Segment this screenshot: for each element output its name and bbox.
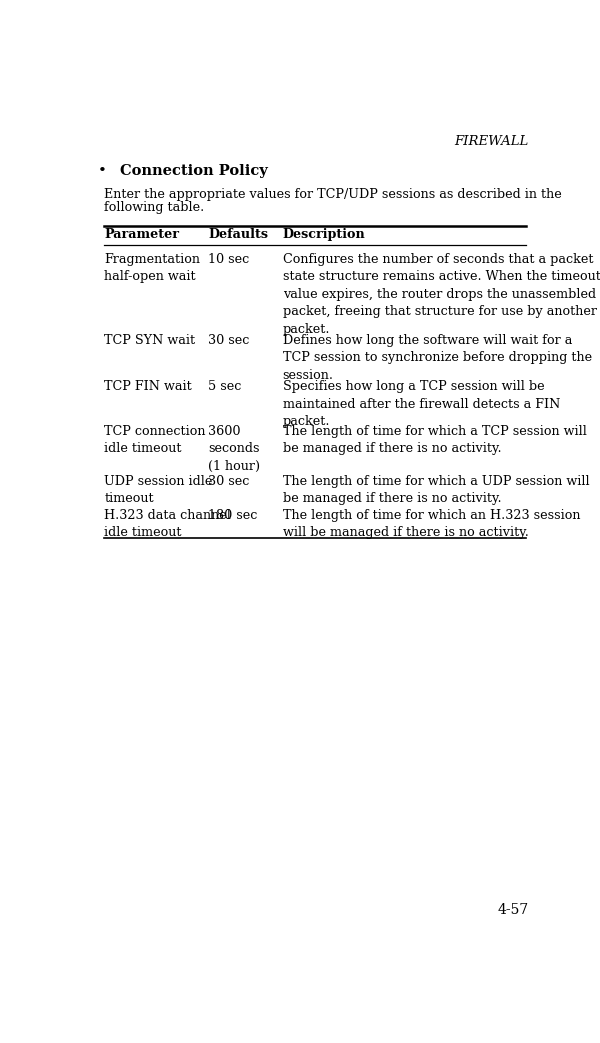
Text: Enter the appropriate values for TCP/UDP sessions as described in the: Enter the appropriate values for TCP/UDP…: [104, 188, 562, 200]
Text: TCP SYN wait: TCP SYN wait: [104, 334, 196, 347]
Text: Defaults: Defaults: [208, 228, 268, 241]
Text: Configures the number of seconds that a packet
state structure remains active. W: Configures the number of seconds that a …: [283, 253, 600, 336]
Text: FIREWALL: FIREWALL: [454, 136, 529, 148]
Text: 4-57: 4-57: [497, 903, 529, 918]
Text: The length of time for which an H.323 session
will be managed if there is no act: The length of time for which an H.323 se…: [283, 509, 580, 539]
Text: Connection Policy: Connection Policy: [120, 165, 268, 178]
Text: The length of time for which a TCP session will
be managed if there is no activi: The length of time for which a TCP sessi…: [283, 425, 587, 455]
Text: 30 sec: 30 sec: [208, 475, 250, 488]
Text: TCP FIN wait: TCP FIN wait: [104, 380, 192, 393]
Text: 5 sec: 5 sec: [208, 380, 242, 393]
Text: following table.: following table.: [104, 201, 205, 214]
Text: •: •: [98, 165, 107, 178]
Text: 10 sec: 10 sec: [208, 253, 250, 266]
Text: Defines how long the software will wait for a
TCP session to synchronize before : Defines how long the software will wait …: [283, 334, 592, 382]
Text: UDP session idle
timeout: UDP session idle timeout: [104, 475, 213, 505]
Text: Fragmentation
half-open wait: Fragmentation half-open wait: [104, 253, 200, 284]
Text: H.323 data channel
idle timeout: H.323 data channel idle timeout: [104, 509, 232, 539]
Text: Description: Description: [283, 228, 365, 241]
Text: 3600
seconds
(1 hour): 3600 seconds (1 hour): [208, 425, 260, 472]
Text: The length of time for which a UDP session will
be managed if there is no activi: The length of time for which a UDP sessi…: [283, 475, 589, 505]
Text: 30 sec: 30 sec: [208, 334, 250, 347]
Text: 180 sec: 180 sec: [208, 509, 257, 522]
Text: Parameter: Parameter: [104, 228, 179, 241]
Text: TCP connection
idle timeout: TCP connection idle timeout: [104, 425, 206, 455]
Text: Specifies how long a TCP session will be
maintained after the firewall detects a: Specifies how long a TCP session will be…: [283, 380, 560, 428]
